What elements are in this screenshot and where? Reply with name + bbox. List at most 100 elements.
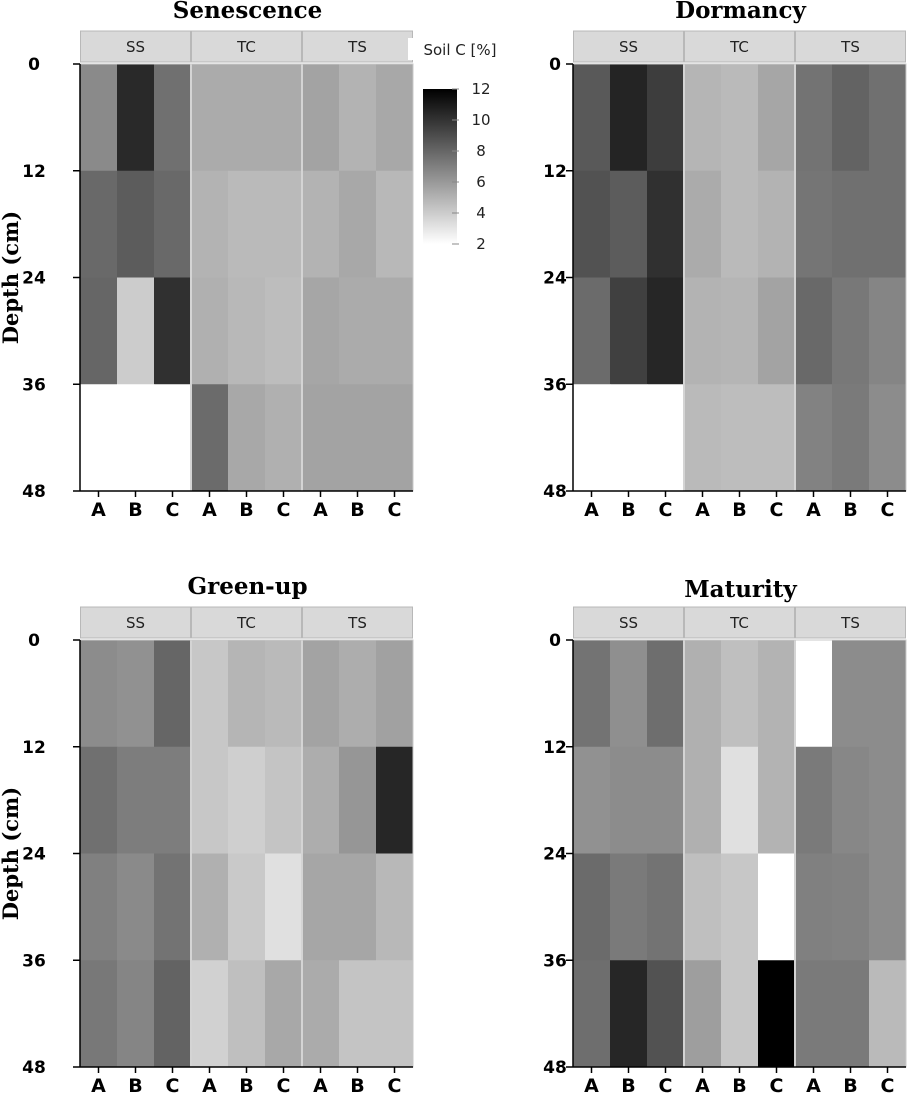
x-tick-label: A: [806, 1075, 821, 1094]
heat-cell: 4.9: [721, 277, 759, 385]
heat-cell: 6.5: [869, 746, 907, 854]
strip-label: TC: [236, 614, 256, 632]
heat-cell: 5: [339, 64, 377, 172]
heat-cell: 7.6: [869, 170, 907, 278]
y-tick-label: 12: [22, 738, 46, 758]
heat-cell: 5.6: [339, 384, 377, 492]
heat-cell: 6.5: [869, 640, 907, 748]
heat-cell: 6.3: [117, 640, 155, 748]
heat-cell: 10.5: [376, 746, 414, 854]
heat-cell: [80, 384, 118, 492]
heat-cell: 4.8: [228, 277, 266, 385]
y-tick-label: 24: [22, 845, 46, 865]
heat-cell: 10.1: [647, 170, 685, 278]
x-tick-label: B: [732, 1075, 746, 1094]
y-tick-label: 48: [22, 1058, 46, 1078]
heat-cell: 4.7: [869, 960, 907, 1068]
heat-cell: 7.1: [117, 746, 155, 854]
heat-cell: 9.6: [647, 64, 685, 172]
heat-cell: 4.5: [684, 853, 722, 961]
heat-cell: 7.4: [795, 170, 833, 278]
heat-cell: 5.6: [758, 277, 796, 385]
heat-cell: 5.4: [265, 960, 303, 1068]
heat-cell: 4.3: [376, 960, 414, 1068]
heat-cell: 3.2: [721, 746, 759, 854]
heat-cell: 6.6: [117, 853, 155, 961]
colorbar-tick-label: 12: [471, 80, 490, 98]
heat-cell: 5.3: [228, 64, 266, 172]
heat-cell: 12: [758, 960, 796, 1068]
heat-cell: 2: [795, 640, 833, 748]
x-tick-label: C: [388, 499, 402, 521]
heat-cell: 5: [758, 170, 796, 278]
colorbar-title-bg: [408, 38, 504, 60]
heat-cell: 8.8: [647, 960, 685, 1068]
heat-cell: 6.5: [832, 640, 870, 748]
strip-label: TC: [729, 38, 749, 56]
heat-cell: 4.7: [228, 170, 266, 278]
x-tick-label: A: [695, 1075, 710, 1094]
y-tick-label: 48: [543, 482, 567, 502]
heat-cell: 5.4: [339, 170, 377, 278]
heat-cell: 7.1: [154, 746, 192, 854]
x-tick-label: A: [313, 1075, 328, 1094]
heat-cell: 5.5: [758, 64, 796, 172]
heat-cell: 6.9: [795, 384, 833, 492]
strip-box: [80, 30, 191, 63]
y-tick-label: 0: [28, 55, 40, 75]
strip-box: [573, 606, 684, 639]
heat-cell: 10.6: [610, 64, 648, 172]
strip-label: SS: [126, 614, 145, 632]
x-tick-label: A: [202, 1075, 217, 1094]
y-tick-label: 0: [28, 631, 40, 651]
heat-cell: 4.9: [228, 640, 266, 748]
heat-cell: 8.4: [117, 170, 155, 278]
heat-cell: 5.6: [302, 640, 340, 748]
heat-cell: 7.2: [832, 960, 870, 1068]
heat-cell: 4.3: [339, 960, 377, 1068]
x-tick-label: B: [621, 1075, 635, 1094]
heat-cell: 6.5: [647, 746, 685, 854]
x-tick-label: A: [91, 1075, 106, 1094]
heat-cell: 7.9: [80, 170, 118, 278]
strip-box: [191, 606, 302, 639]
heat-cell: 5.3: [302, 960, 340, 1068]
heat-cell: 7.9: [795, 277, 833, 385]
colorbar-tick-label: 2: [476, 235, 486, 253]
panel-title: Senescence: [173, 0, 323, 24]
heat-cell: 7.5: [795, 64, 833, 172]
x-tick-label: B: [621, 499, 635, 521]
heat-cell: 6.8: [869, 277, 907, 385]
heat-cell: 6.6: [80, 64, 118, 172]
heat-cell: 10.5: [610, 960, 648, 1068]
colorbar-title: Soil C [%]: [423, 41, 496, 59]
heat-cell: 10.5: [647, 277, 685, 385]
heat-cell: [573, 384, 611, 492]
heat-cell: 5: [758, 640, 796, 748]
heat-cell: 3.2: [265, 853, 303, 961]
heat-cell: 4: [117, 277, 155, 385]
x-tick-label: C: [881, 499, 895, 521]
y-tick-label: 48: [22, 482, 46, 502]
y-tick-label: 36: [22, 375, 46, 395]
heat-cell: 8: [154, 640, 192, 748]
x-tick-label: B: [350, 499, 364, 521]
colorbar-ramp: [423, 89, 457, 244]
heat-cell: 7: [795, 853, 833, 961]
colorbar-tick-label: 4: [476, 204, 486, 222]
heat-cell: 4.8: [376, 170, 414, 278]
heat-cell: 4.7: [265, 170, 303, 278]
heat-cell: 4.6: [721, 384, 759, 492]
heat-cell: 7.9: [154, 170, 192, 278]
heat-cell: 7.5: [154, 853, 192, 961]
heat-cell: 5: [684, 277, 722, 385]
strip-box: [80, 606, 191, 639]
y-tick-label: 36: [543, 951, 567, 971]
heat-cell: 5.1: [684, 746, 722, 854]
strip-box: [684, 30, 795, 63]
strip-box: [191, 30, 302, 63]
heat-cell: 6.5: [80, 640, 118, 748]
